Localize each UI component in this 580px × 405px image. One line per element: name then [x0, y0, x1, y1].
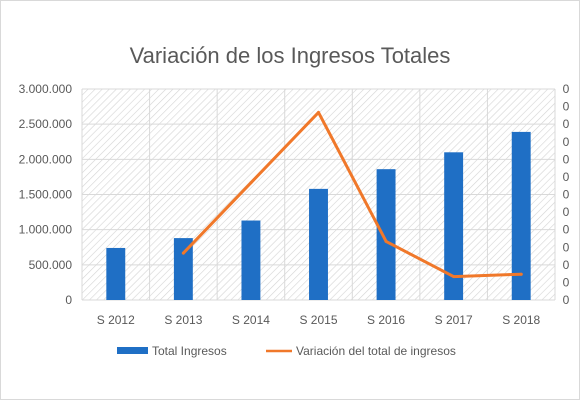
x-tick-label: S 2014 [232, 313, 270, 327]
y-axis: 0 500.000 1.000.000 1.500.000 2.000.000 2.500… [19, 82, 73, 307]
bar-total-ingresos [309, 188, 328, 300]
legend-label-variacion: Variación del total de ingresos [296, 344, 456, 358]
point-variacion [384, 239, 388, 243]
point-variacion [181, 251, 185, 255]
point-variacion [249, 181, 253, 185]
x-tick-label: S 2013 [164, 313, 202, 327]
bar-total-ingresos [106, 247, 126, 300]
y-tick-label: 1.000.000 [19, 223, 73, 237]
y2-tick-label: 0 [563, 188, 570, 202]
line-variacion [181, 110, 523, 279]
y-tick-label: 2.500.000 [19, 117, 73, 131]
y2-tick-label: 0 [563, 135, 570, 149]
y-tick-label: 2.000.000 [19, 152, 73, 166]
y2-tick-label: 0 [563, 170, 570, 184]
chart-title: Variación de los Ingresos Totales [130, 43, 451, 68]
y2-tick-label: 0 [563, 152, 570, 166]
x-tick-label: S 2015 [299, 313, 337, 327]
x-axis: S 2012 S 2013 S 2014 S 2015 S 2016 S 2017 S 20… [97, 313, 541, 327]
y2-tick-label: 0 [563, 117, 570, 131]
bar-total-ingresos [173, 238, 193, 300]
legend-label-total-ingresos: Total Ingresos [152, 344, 227, 358]
x-tick-label: S 2012 [97, 313, 135, 327]
y2-tick-label: 0 [563, 293, 570, 307]
line-series [181, 110, 523, 279]
bar-total-ingresos [444, 152, 464, 300]
y2-tick-label: 0 [563, 82, 570, 96]
y2-axis: 0 0 0 0 0 0 0 0 0 0 0 0 0 [563, 82, 570, 307]
bar-total-ingresos [376, 169, 396, 300]
y-tick-label: 1.500.000 [19, 188, 73, 202]
x-tick-label: S 2017 [435, 313, 473, 327]
point-variacion [317, 110, 320, 114]
y-tick-label: 500.000 [29, 258, 73, 272]
y2-tick-label: 0 [563, 258, 570, 272]
bar-series [106, 131, 531, 300]
y-tick-label: 3.000.000 [19, 82, 73, 96]
legend-swatch-total-ingresos [117, 347, 148, 354]
point-variacion [452, 275, 456, 279]
legend: Total Ingresos Variación del total de in… [117, 344, 456, 358]
y-tick-label: 0 [65, 293, 72, 307]
x-tick-label: S 2016 [367, 313, 405, 327]
y2-tick-label: 0 [563, 275, 570, 289]
bar-total-ingresos [241, 220, 261, 300]
point-variacion [519, 272, 523, 276]
y2-tick-label: 0 [563, 205, 570, 219]
y2-tick-label: 0 [563, 240, 570, 254]
y2-tick-label: 0 [563, 100, 570, 114]
y2-tick-label: 0 [563, 223, 570, 237]
bar-total-ingresos [511, 131, 531, 300]
x-tick-label: S 2018 [502, 313, 540, 327]
